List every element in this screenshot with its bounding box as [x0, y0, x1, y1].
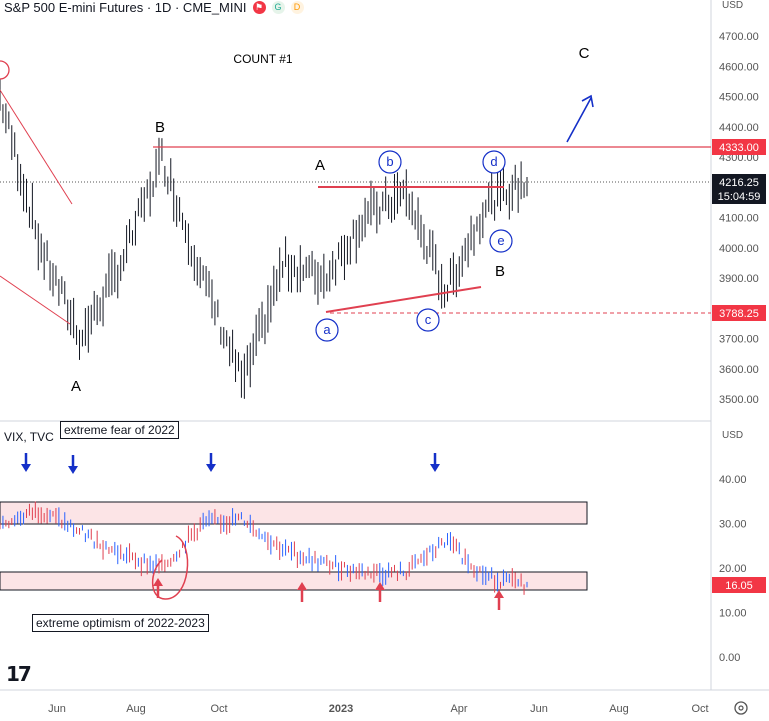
channel-line-lower[interactable]	[0, 275, 71, 325]
triangle-lower-line[interactable]	[325, 286, 482, 313]
down-arrow-icon	[206, 453, 216, 472]
vix-tick-label: 0.00	[719, 652, 740, 664]
vix-tick-label: 10.00	[719, 608, 747, 620]
time-tick-label: Oct	[210, 703, 227, 715]
gear-icon[interactable]	[734, 701, 748, 715]
vix-tick-label: 40.00	[719, 474, 747, 486]
projection-arrow-icon	[566, 94, 594, 143]
wave-c-circle	[416, 308, 440, 332]
time-tick-label: Jun	[48, 703, 66, 715]
price-bars	[0, 79, 528, 399]
optimism-label: extreme optimism of 2022-2023	[32, 614, 209, 632]
wave-b-right-label: B	[495, 263, 505, 280]
price-tick-label: 4000.00	[719, 243, 759, 255]
wave-marker-circle	[0, 60, 10, 80]
price-tick-label: 4100.00	[719, 213, 759, 225]
vix-last-text: 16.05	[725, 580, 753, 592]
fear-label: extreme fear of 2022	[60, 421, 179, 439]
time-tick-label: Aug	[609, 703, 629, 715]
wave-b-circle	[378, 150, 402, 174]
time-tick-label: Apr	[450, 703, 467, 715]
g-badge-icon[interactable]: G	[271, 1, 285, 14]
chart-header: S&P 500 E-mini Futures · 1D · CME_MINI ⚑…	[4, 0, 304, 15]
vix-axis[interactable]: 40.00 30.00 20.00 10.00 0.00	[719, 474, 747, 664]
vix-tick-label: 20.00	[719, 563, 747, 575]
wave-a-mid-label: A	[315, 157, 325, 174]
price-currency-label[interactable]: USD	[722, 0, 743, 11]
countdown-text: 15:04:59	[718, 191, 761, 203]
vix-fear-zone	[0, 501, 588, 525]
up-arrow-icon	[375, 582, 385, 602]
vix-last-tag	[712, 577, 766, 593]
vix-circle-highlight	[151, 535, 189, 600]
count-label: COUNT #1	[233, 52, 292, 66]
price-axis[interactable]: 4700.004600.004500.004400.004300.004100.…	[719, 31, 759, 406]
price-tick-label: 4400.00	[719, 122, 759, 134]
price-tick-label: 3500.00	[719, 394, 759, 406]
wave-a-sub-label: a	[323, 322, 331, 337]
wave-d-sub-label: d	[490, 154, 497, 169]
indicator-title[interactable]: VIX, TVC	[4, 430, 54, 444]
wave-b-label: B	[155, 119, 165, 136]
up-arrow-icon	[494, 590, 504, 610]
symbol-title[interactable]: S&P 500 E-mini Futures · 1D · CME_MINI	[4, 0, 247, 15]
price-tick-label: 4700.00	[719, 31, 759, 43]
time-tick-label: 2023	[329, 703, 353, 715]
time-tick-label: Oct	[691, 703, 708, 715]
price-tick-label: 3700.00	[719, 334, 759, 346]
last-price-tag	[712, 174, 766, 204]
up-arrow-icon	[297, 582, 307, 602]
level-tag-high-text: 4333.00	[719, 142, 759, 154]
wave-a-circle	[315, 318, 339, 342]
level-tag-high	[712, 139, 766, 155]
down-arrow-icon	[21, 453, 31, 472]
wave-e-sub-label: e	[497, 233, 504, 248]
down-arrow-icon	[430, 453, 440, 472]
wave-e-circle	[489, 229, 513, 253]
vix-currency-label[interactable]: USD	[722, 430, 743, 441]
time-tick-label: Aug	[126, 703, 146, 715]
d-badge-icon[interactable]: D	[290, 1, 304, 14]
time-axis[interactable]: Jun Aug Oct 2023 Apr Jun Aug Oct	[48, 703, 708, 715]
time-tick-label: Jun	[530, 703, 548, 715]
level-tag-low	[712, 305, 766, 321]
price-tick-label: 3600.00	[719, 364, 759, 376]
flag-icon[interactable]: ⚑	[252, 1, 266, 14]
vix-peak-arrows	[21, 453, 440, 474]
price-tick-label: 3900.00	[719, 273, 759, 285]
vix-optimism-zone	[0, 571, 588, 591]
down-arrow-icon	[68, 455, 78, 474]
last-price-text: 4216.25	[719, 177, 759, 189]
price-tick-label: 4600.00	[719, 61, 759, 73]
price-tick-label: 4500.00	[719, 92, 759, 104]
channel-line-upper[interactable]	[0, 89, 73, 205]
vix-bars	[0, 501, 528, 595]
wave-d-circle	[482, 150, 506, 174]
level-tag-low-text: 3788.25	[719, 308, 759, 320]
wave-a-left-label: A	[71, 378, 81, 395]
wave-c-label: C	[579, 45, 590, 62]
vix-tick-label: 30.00	[719, 519, 747, 531]
wave-b-sub-label: b	[386, 154, 393, 169]
wave-c-sub-label: c	[425, 312, 432, 327]
tradingview-logo[interactable]: 17	[6, 662, 32, 686]
